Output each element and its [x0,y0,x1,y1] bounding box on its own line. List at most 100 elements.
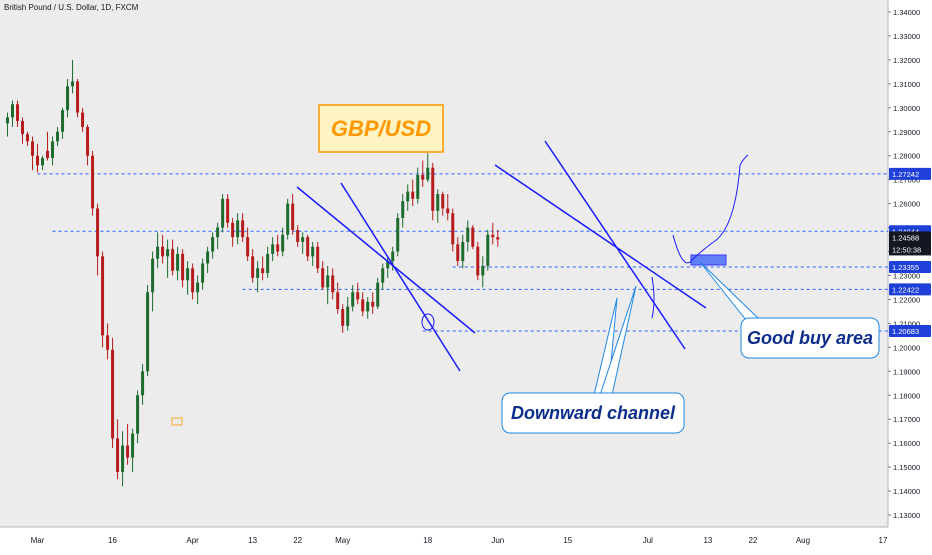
candle[interactable] [241,213,245,242]
candle[interactable] [406,184,410,211]
candle[interactable] [166,239,170,278]
candle[interactable] [61,107,65,139]
candle[interactable] [416,167,420,204]
candle[interactable] [156,232,160,269]
candle[interactable] [306,234,310,262]
candle[interactable] [446,194,450,221]
candle[interactable] [216,222,220,250]
candle[interactable] [181,249,185,288]
candle[interactable] [11,100,15,127]
candle[interactable] [256,261,260,293]
candle[interactable] [376,277,380,310]
candle[interactable] [396,213,400,257]
price-axis[interactable] [888,0,932,550]
candle[interactable] [331,268,335,300]
candle[interactable] [236,213,240,245]
candle[interactable] [441,191,445,216]
candle[interactable] [421,160,425,187]
candle[interactable] [401,194,405,228]
candle[interactable] [136,390,140,444]
candle[interactable] [466,220,470,252]
candle[interactable] [26,131,30,147]
candle[interactable] [301,232,305,254]
candle[interactable] [146,285,150,377]
candle[interactable] [271,237,275,262]
candle[interactable] [221,194,225,233]
candle[interactable] [31,136,35,171]
candle[interactable] [476,241,480,281]
candle[interactable] [266,246,270,278]
candle[interactable] [496,229,500,247]
candle[interactable] [456,237,460,266]
candle[interactable] [326,265,330,305]
candle[interactable] [106,323,110,360]
candle[interactable] [291,194,295,235]
candle[interactable] [71,59,75,94]
candle[interactable] [191,263,195,300]
candle[interactable] [96,203,100,276]
candle[interactable] [246,227,250,262]
candle[interactable] [201,258,205,290]
channel-line[interactable] [544,140,686,350]
candle[interactable] [411,179,415,207]
candle[interactable] [361,292,365,317]
candle[interactable] [141,364,145,405]
candle[interactable] [391,246,395,271]
candle[interactable] [76,79,80,118]
candle[interactable] [346,297,350,331]
candle[interactable] [126,423,130,465]
candle[interactable] [41,155,45,171]
candle[interactable] [46,131,50,161]
candle[interactable] [426,153,430,183]
candle[interactable] [491,222,495,245]
candle[interactable] [461,234,465,269]
candle[interactable] [336,282,340,314]
candle[interactable] [281,227,285,257]
candle[interactable] [286,198,290,240]
candle[interactable] [131,428,135,472]
candle[interactable] [471,225,475,250]
candle[interactable] [101,251,105,348]
candle[interactable] [151,251,155,312]
candle[interactable] [321,261,325,290]
candle[interactable] [311,241,315,266]
candle[interactable] [66,79,70,118]
candle[interactable] [486,229,490,271]
candle[interactable] [211,232,215,259]
candle[interactable] [436,189,440,223]
candle[interactable] [451,208,455,252]
candle[interactable] [116,419,120,480]
candle[interactable] [261,256,265,281]
candle[interactable] [86,124,90,166]
candle[interactable] [356,282,360,305]
candle[interactable] [226,194,230,228]
candle[interactable] [481,256,485,288]
candle[interactable] [186,261,190,295]
candle[interactable] [206,246,210,274]
candle[interactable] [366,297,370,319]
channel-line[interactable] [494,164,707,309]
candle[interactable] [231,217,235,247]
candle[interactable] [296,225,300,247]
candle[interactable] [176,246,180,281]
candle[interactable] [21,117,25,144]
candle[interactable] [371,292,375,314]
candle[interactable] [36,143,40,173]
time-axis[interactable] [0,527,888,550]
candle[interactable] [51,136,55,166]
candle[interactable] [196,275,200,305]
channel-line[interactable] [340,182,461,372]
candle[interactable] [381,263,385,290]
candle[interactable] [111,337,115,448]
candle[interactable] [341,304,345,333]
candle[interactable] [251,249,255,283]
candle[interactable] [56,126,60,147]
candle[interactable] [171,239,175,276]
candle[interactable] [121,431,125,487]
candle[interactable] [276,234,280,257]
candle[interactable] [161,234,165,264]
buy-zone-box[interactable] [690,254,727,266]
candle[interactable] [351,285,355,312]
candle[interactable] [91,150,95,216]
